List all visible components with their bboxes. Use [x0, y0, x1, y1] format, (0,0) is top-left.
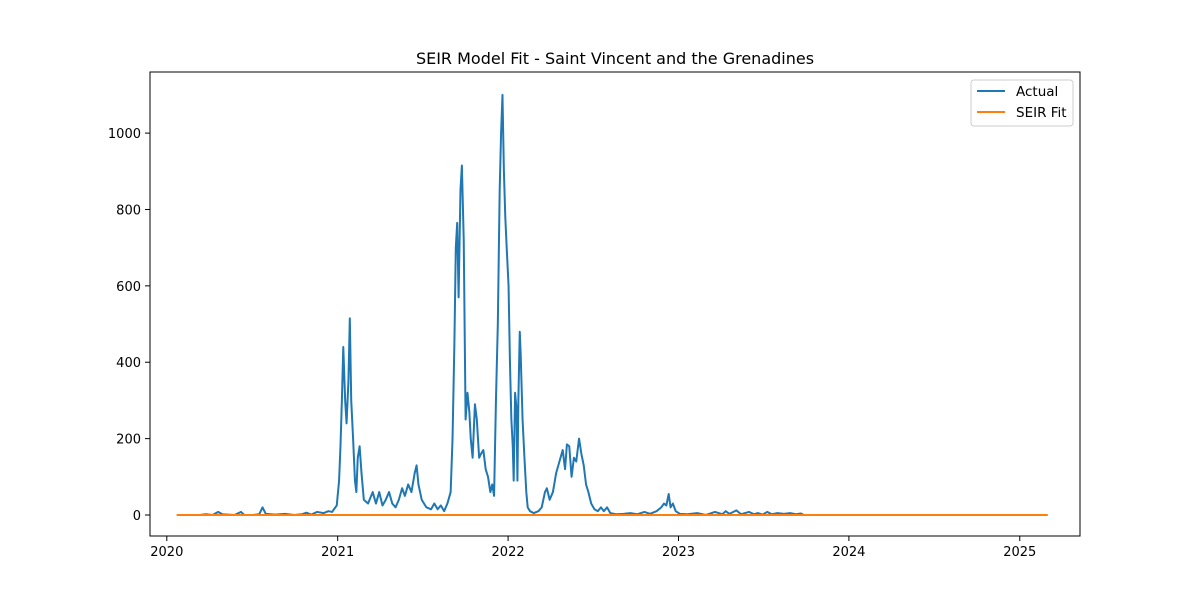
y-axis: 0 200 400 600 800 1000 — [108, 127, 150, 524]
x-tick-label: 2020 — [150, 545, 183, 560]
chart-title: SEIR Model Fit - Saint Vincent and the G… — [416, 49, 814, 68]
y-tick-label: 0 — [133, 509, 141, 524]
series-layer — [176, 93, 1048, 516]
plot-frame — [149, 71, 1081, 537]
y-tick-label: 200 — [116, 433, 141, 448]
legend-label-seir-fit: SEIR Fit — [1016, 105, 1067, 121]
x-tick-label: 2023 — [662, 545, 695, 560]
y-tick-label: 600 — [116, 280, 141, 295]
x-tick-label: 2021 — [321, 545, 354, 560]
y-tick-label: 1000 — [108, 127, 141, 142]
legend-label-actual: Actual — [1016, 84, 1058, 100]
x-tick-label: 2024 — [832, 545, 865, 560]
x-axis: 2020 2021 2022 2023 2024 2025 — [150, 536, 1036, 560]
legend: Actual SEIR Fit — [970, 79, 1074, 127]
y-tick-label: 800 — [116, 203, 141, 218]
series-line-actual — [199, 93, 807, 516]
x-tick-label: 2025 — [1003, 545, 1036, 560]
x-tick-label: 2022 — [492, 545, 525, 560]
y-tick-label: 400 — [116, 356, 141, 371]
